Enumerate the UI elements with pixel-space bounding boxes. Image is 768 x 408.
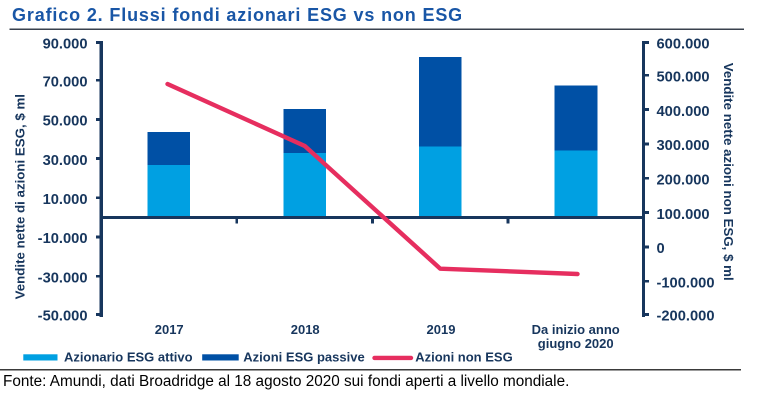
svg-text:Vendite nette azioni non ESG,: Vendite nette azioni non ESG, $ ml (721, 63, 736, 281)
svg-text:-10.000: -10.000 (38, 231, 88, 247)
svg-text:90.000: 90.000 (43, 37, 88, 53)
svg-text:600.000: 600.000 (657, 37, 710, 53)
svg-text:Azioni non ESG: Azioni non ESG (415, 350, 513, 365)
svg-text:-200.000: -200.000 (657, 309, 715, 325)
svg-text:-50.000: -50.000 (38, 309, 88, 325)
svg-text:2017: 2017 (155, 322, 184, 337)
svg-text:400.000: 400.000 (657, 104, 710, 120)
svg-text:-30.000: -30.000 (38, 270, 88, 286)
svg-text:Da inizio anno: Da inizio anno (532, 322, 620, 337)
svg-text:Azioni ESG passive: Azioni ESG passive (243, 350, 364, 365)
svg-text:2019: 2019 (427, 322, 456, 337)
svg-text:giugno 2020: giugno 2020 (538, 336, 614, 351)
svg-text:500.000: 500.000 (657, 70, 710, 86)
svg-text:200.000: 200.000 (657, 173, 710, 189)
svg-text:2018: 2018 (291, 322, 320, 337)
svg-text:10.000: 10.000 (43, 192, 88, 208)
svg-text:100.000: 100.000 (657, 207, 710, 223)
svg-text:-100.000: -100.000 (657, 275, 715, 291)
svg-text:50.000: 50.000 (43, 114, 88, 130)
svg-text:Vendite nette di azioni ESG, $: Vendite nette di azioni ESG, $ ml (13, 94, 28, 299)
svg-text:0: 0 (657, 241, 665, 257)
svg-text:Azionario ESG attivo: Azionario ESG attivo (64, 350, 193, 365)
svg-text:30.000: 30.000 (43, 153, 88, 169)
svg-text:70.000: 70.000 (43, 74, 88, 90)
svg-text:300.000: 300.000 (657, 138, 710, 154)
